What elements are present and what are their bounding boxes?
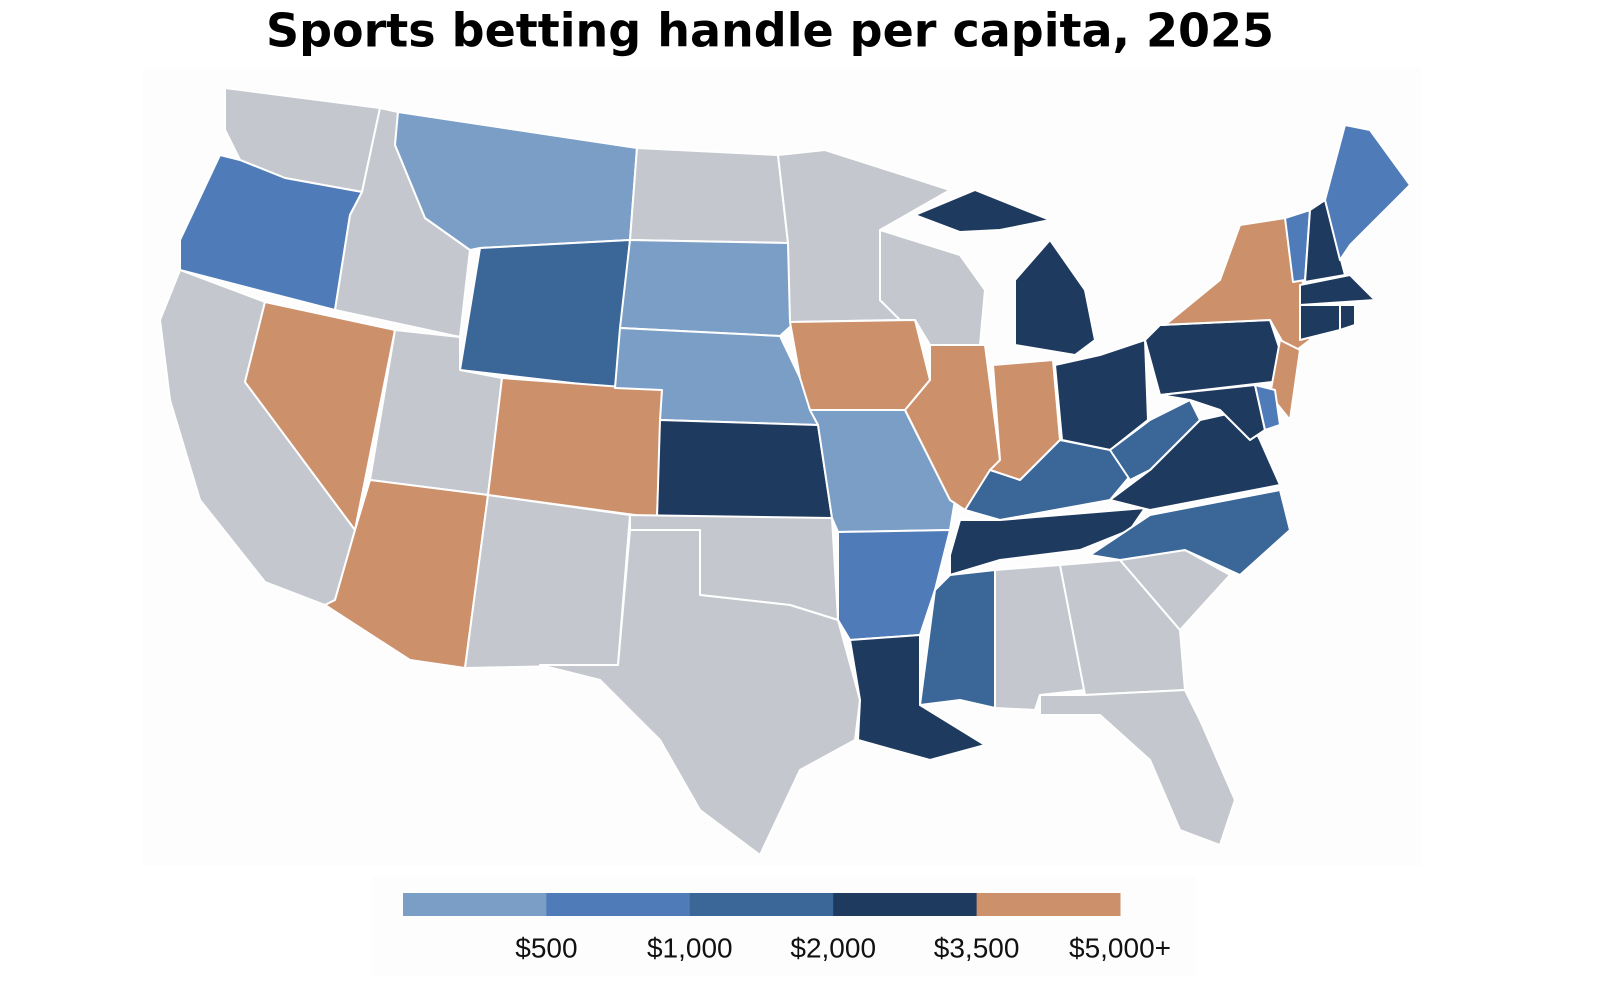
state xyxy=(619,239,793,337)
state xyxy=(914,189,1051,233)
state xyxy=(1269,339,1301,421)
legend-label: $1,000 xyxy=(647,932,733,963)
legend: $500 $1,000 $2,000 $3,500 $5,000+ xyxy=(403,893,1171,963)
legend-swatch xyxy=(546,893,691,916)
state xyxy=(1254,384,1281,431)
state xyxy=(459,239,631,389)
state xyxy=(1109,399,1201,481)
legend-swatch xyxy=(976,893,1121,916)
legend-label: $2,000 xyxy=(790,932,876,963)
state xyxy=(629,147,789,244)
state xyxy=(464,494,631,669)
states xyxy=(159,87,1411,856)
state xyxy=(1089,489,1291,576)
state xyxy=(1324,124,1411,261)
state xyxy=(849,634,986,761)
state xyxy=(1059,559,1186,696)
legend-panel xyxy=(372,876,1196,976)
state xyxy=(1014,239,1096,356)
state xyxy=(904,344,1001,511)
legend-label: $3,500 xyxy=(934,932,1020,963)
state xyxy=(1339,304,1356,331)
state xyxy=(656,419,833,519)
state xyxy=(539,529,861,856)
legend-swatch xyxy=(403,893,547,916)
state xyxy=(789,319,931,411)
legend-label: $500 xyxy=(515,932,577,963)
state xyxy=(1299,274,1376,306)
state xyxy=(487,377,663,519)
legend-label: $5,000+ xyxy=(1069,932,1171,963)
title: Sports betting handle per capita, 2025 xyxy=(266,4,1274,58)
legend-swatch xyxy=(833,893,978,916)
legend-swatch xyxy=(689,893,834,916)
state xyxy=(1039,689,1236,846)
